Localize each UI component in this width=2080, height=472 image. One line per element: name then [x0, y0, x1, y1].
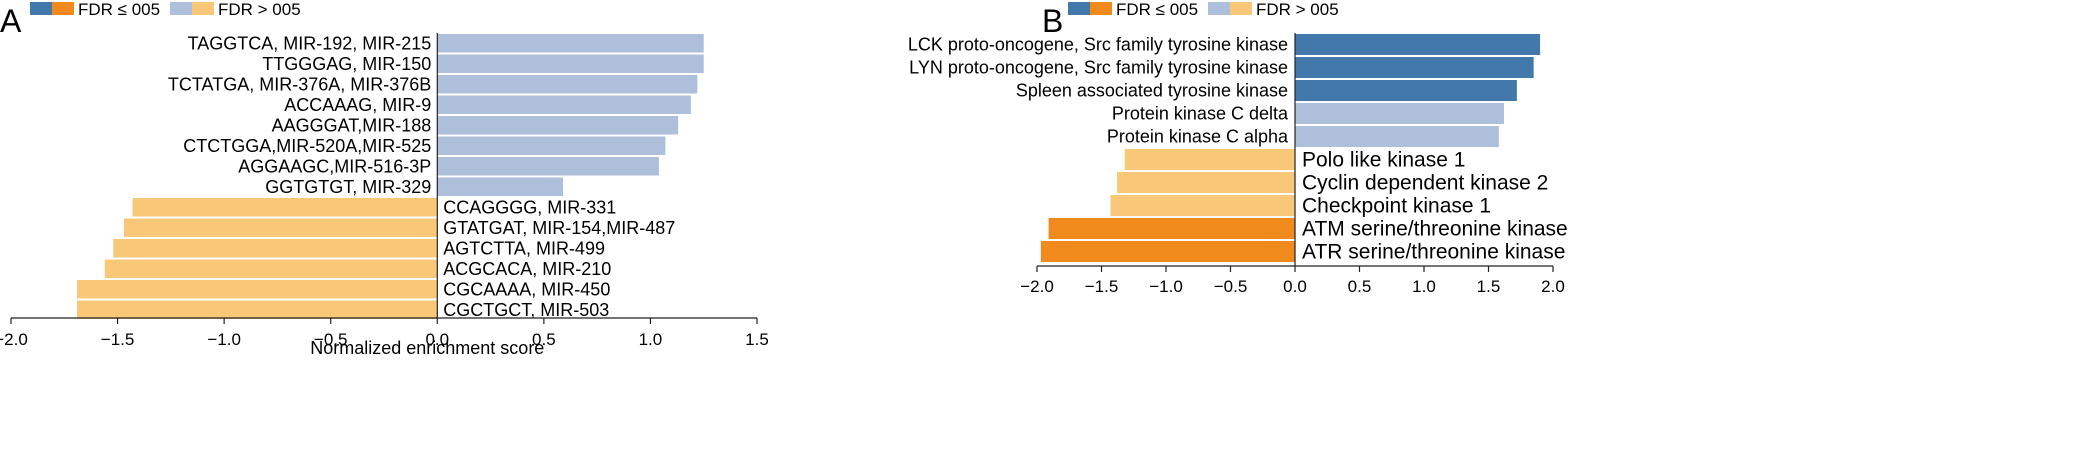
bar	[1124, 149, 1295, 170]
x-tick-label: −0.5	[314, 330, 348, 349]
bar	[113, 239, 438, 258]
bar-label: CGCTGCT, MIR-503	[443, 300, 609, 320]
bar	[1116, 172, 1295, 193]
bar-label: CTCTGGA,MIR-520A,MIR-525	[183, 136, 431, 156]
legend-swatch-down-nonsig	[1230, 2, 1252, 15]
bar-label: GGTGTGT, MIR-329	[265, 177, 431, 197]
x-tick-label: −2.0	[1020, 277, 1054, 296]
legend: FDR ≤ 005 FDR > 005	[30, 0, 301, 19]
bar	[77, 280, 438, 299]
bar	[437, 136, 666, 155]
x-tick-label: 0.5	[532, 330, 556, 349]
bar	[437, 34, 704, 53]
x-tick-label: 1.5	[745, 330, 769, 349]
bar	[1295, 34, 1541, 55]
bar-label: Protein kinase C alpha	[1107, 127, 1289, 147]
bar	[1295, 80, 1517, 101]
bar	[1295, 57, 1534, 78]
x-tick-label: −1.5	[1085, 277, 1119, 296]
panel-letter: B	[1042, 3, 1063, 39]
legend-swatch-down-sig	[52, 2, 74, 15]
x-tick-label: −1.5	[101, 330, 135, 349]
bar-label: Protein kinase C delta	[1112, 104, 1289, 124]
bar	[123, 218, 438, 237]
x-axis: −2.0 −1.5 −1.0 −0.5 0.0 0.5 1.0 1.5 2.0	[1020, 265, 1565, 296]
bar-label: TCTATGA, MIR-376A, MIR-376B	[168, 74, 431, 94]
x-tick-label: −1.0	[207, 330, 241, 349]
bar	[437, 116, 679, 135]
x-tick-label: 2.0	[1541, 277, 1565, 296]
bar	[132, 198, 438, 217]
bar-label: Checkpoint kinase 1	[1302, 195, 1491, 218]
bar-label: Polo like kinase 1	[1302, 149, 1465, 172]
bar-label: CGCAAAA, MIR-450	[443, 279, 610, 299]
bar	[1040, 241, 1295, 262]
x-axis-label: Normalized enrichment score	[310, 338, 544, 358]
bar-label: ATM serine/threonine kinase	[1302, 218, 1568, 241]
bars: LCK proto-oncogene, Src family tyrosine …	[908, 34, 1568, 264]
legend-swatch-down-sig	[1090, 2, 1112, 15]
bar-label: ATR serine/threonine kinase	[1302, 241, 1565, 264]
bar	[77, 300, 438, 319]
bar-label: AGGAAGC,MIR-516-3P	[238, 156, 431, 176]
bar-label: TAGGTCA, MIR-192, MIR-215	[188, 33, 432, 53]
legend-label-nonsig: FDR > 005	[1256, 0, 1339, 19]
x-tick-label: −2.0	[0, 330, 28, 349]
x-tick-label: 0.0	[1283, 277, 1307, 296]
legend-swatch-up-nonsig	[170, 2, 192, 15]
legend-label-sig: FDR ≤ 005	[1116, 0, 1198, 19]
bar	[437, 75, 698, 94]
panel-b: B FDR ≤ 005 FDR > 005 LCK proto-oncogene, S…	[908, 0, 1568, 296]
bar-label: Spleen associated tyrosine kinase	[1016, 81, 1288, 101]
legend-swatch-up-sig	[1068, 2, 1090, 15]
x-tick-label: −0.5	[1214, 277, 1248, 296]
bar-label: ACCAAAG, MIR-9	[284, 95, 431, 115]
bar-label: GTATGAT, MIR-154,MIR-487	[443, 218, 675, 238]
bar	[104, 259, 438, 278]
bar	[437, 177, 564, 196]
panel-letter: A	[0, 3, 22, 39]
legend-label-sig: FDR ≤ 005	[78, 0, 160, 19]
bar	[1110, 195, 1295, 216]
bar	[437, 157, 659, 176]
bar	[1048, 218, 1295, 239]
bar-label: Cyclin dependent kinase 2	[1302, 172, 1548, 195]
x-tick-label: 0.0	[425, 330, 449, 349]
x-tick-label: 1.5	[1477, 277, 1501, 296]
bar	[1295, 126, 1499, 147]
bar-label: AAGGGAT,MIR-188	[272, 115, 432, 135]
panel-a: A FDR ≤ 005 FDR > 005 TAGGTCA, MIR-192, MIR…	[0, 0, 769, 358]
bar	[437, 54, 704, 73]
x-tick-label: −1.0	[1149, 277, 1183, 296]
legend-swatch-up-sig	[30, 2, 52, 15]
x-axis: −2.0 −1.5 −1.0 −0.5 0.0 0.5 1.0 1.5 Normalized e…	[0, 317, 769, 358]
x-tick-label: 0.5	[1348, 277, 1372, 296]
x-tick-label: 1.0	[639, 330, 663, 349]
legend: FDR ≤ 005 FDR > 005	[1068, 0, 1339, 19]
bar-label: AGTCTTA, MIR-499	[443, 238, 605, 258]
bar	[1295, 103, 1504, 124]
legend-swatch-down-nonsig	[192, 2, 214, 15]
bar	[437, 95, 691, 114]
bar-label: CCAGGGG, MIR-331	[443, 197, 616, 217]
bar-label: LCK proto-oncogene, Src family tyrosine …	[908, 35, 1288, 55]
x-tick-label: 1.0	[1412, 277, 1436, 296]
legend-label-nonsig: FDR > 005	[218, 0, 301, 19]
bar-label: LYN proto-oncogene, Src family tyrosine …	[909, 58, 1288, 78]
bar-label: ACGCACA, MIR-210	[443, 259, 611, 279]
legend-swatch-up-nonsig	[1208, 2, 1230, 15]
bar-label: TTGGGAG, MIR-150	[262, 54, 431, 74]
